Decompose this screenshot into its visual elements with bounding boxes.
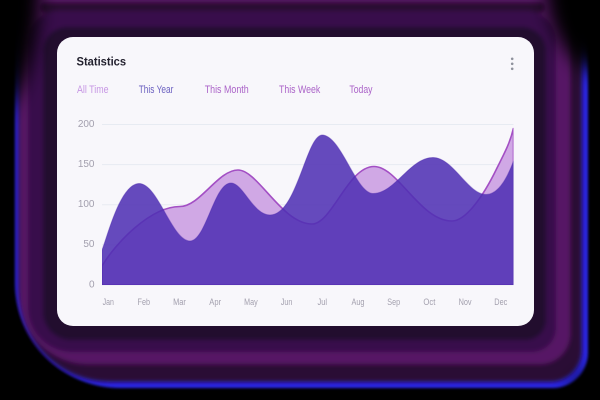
svg-text:All Time: All Time [77, 84, 109, 96]
svg-text:Dec: Dec [494, 297, 507, 308]
svg-text:This Week: This Week [279, 84, 321, 96]
svg-text:Today: Today [349, 84, 372, 96]
svg-text:May: May [244, 297, 258, 308]
svg-text:Apr: Apr [209, 297, 221, 308]
svg-text:Nov: Nov [459, 297, 472, 308]
svg-text:200: 200 [78, 119, 95, 130]
svg-text:This Year: This Year [139, 84, 174, 96]
svg-text:Mar: Mar [173, 297, 186, 308]
svg-text:Jul: Jul [318, 297, 328, 308]
svg-text:100: 100 [78, 199, 95, 210]
svg-text:Aug: Aug [352, 297, 365, 308]
svg-text:Jun: Jun [281, 297, 293, 308]
svg-text:50: 50 [83, 239, 95, 250]
svg-text:0: 0 [89, 279, 95, 290]
svg-text:Statistics: Statistics [77, 55, 127, 69]
svg-text:Feb: Feb [138, 297, 151, 308]
svg-text:Sep: Sep [387, 297, 400, 308]
svg-text:150: 150 [78, 159, 95, 170]
svg-text:This Month: This Month [205, 84, 249, 96]
svg-text:Oct: Oct [423, 297, 435, 308]
svg-text:Jan: Jan [103, 297, 114, 308]
